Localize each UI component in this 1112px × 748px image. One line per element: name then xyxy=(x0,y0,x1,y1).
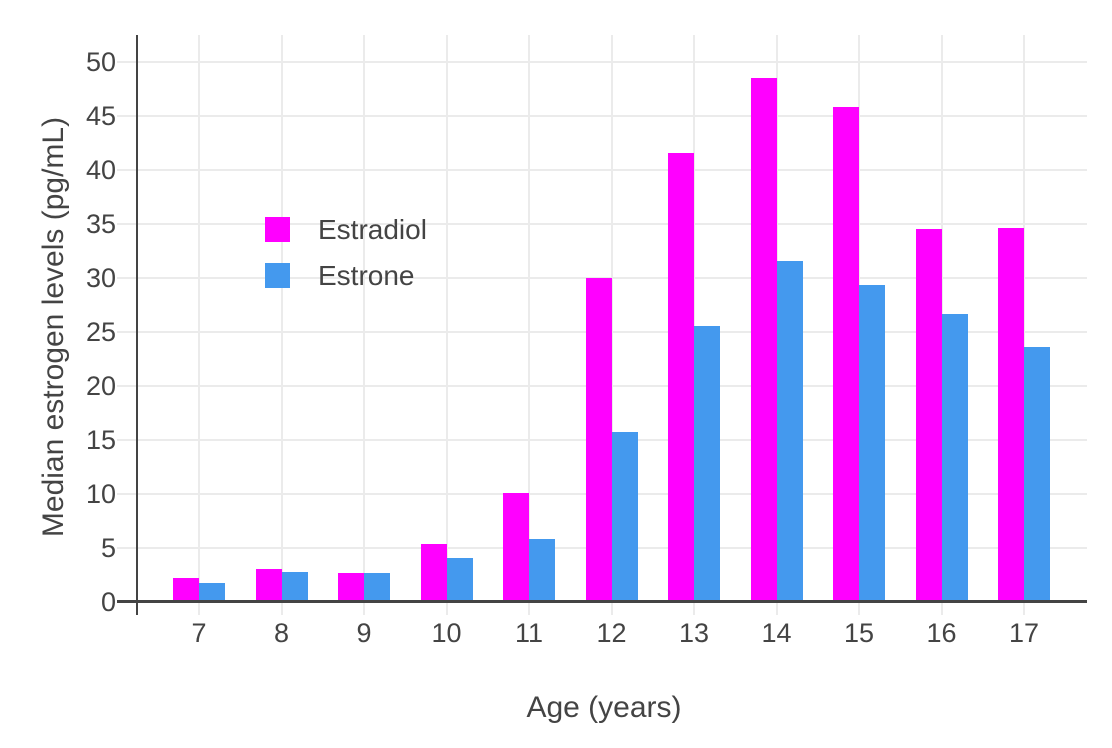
x-tick-label: 12 xyxy=(596,618,627,648)
bar-estrone-15 xyxy=(859,285,885,602)
x-gridline-12 xyxy=(610,35,613,615)
x-tick-label: 16 xyxy=(926,618,957,648)
bar-estrone-10 xyxy=(446,558,473,602)
x-gridline-8 xyxy=(280,35,283,615)
estradiol-swatch-icon xyxy=(265,217,290,242)
bar-estrone-17 xyxy=(1024,346,1050,602)
bar-estrone-16 xyxy=(941,314,968,602)
y-tick-label: 45 xyxy=(85,100,116,131)
y-tick-label: 40 xyxy=(85,154,116,185)
x-tick-label: 10 xyxy=(431,618,462,648)
x-tick-label: 11 xyxy=(514,618,544,648)
bar-estrone-9 xyxy=(364,573,390,602)
y-tick-label: 50 xyxy=(85,47,116,77)
x-tick-label: 8 xyxy=(273,618,290,648)
bar-estrone-12 xyxy=(611,432,638,602)
bar-estradiol-15 xyxy=(833,107,859,602)
y-tick-label: 5 xyxy=(100,532,116,563)
zero-line xyxy=(117,600,1087,603)
x-tick-label: 14 xyxy=(761,618,792,648)
legend-label: Estrone xyxy=(318,260,415,291)
y-gridline-35 xyxy=(117,222,1087,225)
estrone-swatch-icon xyxy=(265,263,290,288)
bar-estradiol-12 xyxy=(585,277,612,602)
x-tick-label: 7 xyxy=(191,618,207,648)
x-axis-title: Age (years) xyxy=(526,691,682,724)
x-tick-label: 9 xyxy=(356,618,372,648)
x-tick-label: 15 xyxy=(843,618,875,648)
x-gridline-7 xyxy=(198,35,200,615)
legend-label: Estradiol xyxy=(318,214,427,245)
bar-estradiol-13 xyxy=(668,152,694,602)
x-gridline-10 xyxy=(445,35,448,615)
bar-estrone-11 xyxy=(529,538,555,602)
bar-estrone-8 xyxy=(281,572,308,602)
bar-estrone-7 xyxy=(199,583,225,602)
legend: Estradiol Estrone xyxy=(265,214,427,291)
bar-estrone-13 xyxy=(694,326,720,602)
x-tick-label: 13 xyxy=(678,618,710,648)
y-tick-label: 25 xyxy=(85,316,116,347)
y-tick-label: 0 xyxy=(100,586,116,617)
x-tick-label: 17 xyxy=(1008,618,1040,648)
bar-estradiol-16 xyxy=(915,229,942,602)
y-gridline-40 xyxy=(117,168,1087,171)
legend-item-estrone[interactable]: Estrone xyxy=(265,260,427,291)
bar-estradiol-8 xyxy=(255,569,282,602)
y-tick-label: 10 xyxy=(85,478,116,509)
y-gridline-50 xyxy=(117,61,1087,63)
x-gridline-17 xyxy=(1023,35,1025,615)
bar-estradiol-10 xyxy=(420,544,447,602)
y-gridline-45 xyxy=(117,114,1087,117)
y-tick-label: 35 xyxy=(85,208,116,239)
x-gridline-9 xyxy=(363,35,365,615)
y-tick-label: 20 xyxy=(85,370,116,401)
y-tick-label: 30 xyxy=(85,262,116,293)
y-tick-label: 15 xyxy=(85,424,116,455)
bar-estradiol-17 xyxy=(998,228,1024,602)
bar-estradiol-11 xyxy=(503,492,529,602)
bar-estrone-14 xyxy=(776,260,803,602)
y-axis-line xyxy=(136,35,138,615)
x-gridline-11 xyxy=(528,35,530,615)
legend-item-estradiol[interactable]: Estradiol xyxy=(265,214,427,245)
bar-estradiol-9 xyxy=(338,573,364,602)
x-gridline-13 xyxy=(693,35,695,615)
bar-estradiol-7 xyxy=(173,577,199,602)
bar-estradiol-14 xyxy=(750,78,777,602)
